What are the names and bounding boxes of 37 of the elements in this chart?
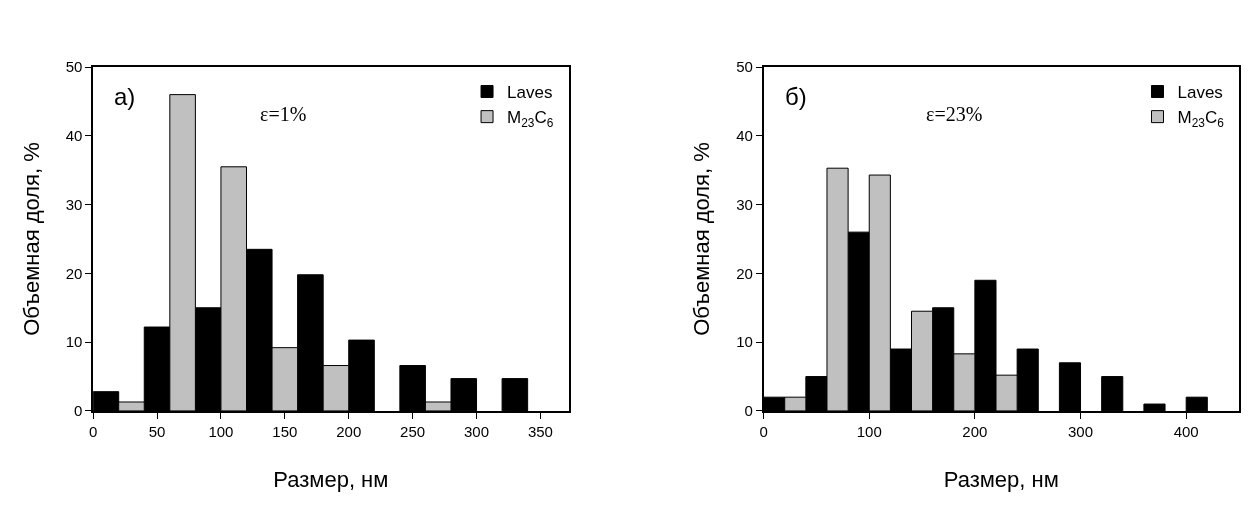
y-tick-label: 30 (736, 195, 753, 213)
y-tick-label: 0 (74, 402, 83, 420)
legend-label: M$_{23}$C$_{6}$ (507, 108, 554, 130)
legend-label: Laves (1177, 83, 1223, 103)
y-tick-label: 50 (65, 58, 83, 76)
x-tick-label: 0 (759, 422, 768, 440)
x-tick-label: 300 (464, 422, 490, 440)
y-tick-label: 30 (65, 195, 83, 213)
y-axis-title: Объемная доля, % (689, 142, 715, 336)
x-tick-label: 300 (1068, 422, 1094, 440)
y-tick-label: 40 (736, 127, 753, 145)
y-tick-label: 10 (736, 333, 753, 351)
legend-label: Laves (507, 83, 553, 103)
x-tick-label: 150 (272, 422, 298, 440)
x-tick-label: 100 (856, 422, 882, 440)
legend-label: M$_{23}$C$_{6}$ (1177, 108, 1225, 130)
x-tick-label: 400 (1173, 422, 1199, 440)
annotation: a) (114, 83, 136, 110)
annotation: ε=1% (260, 103, 307, 125)
y-tick-label: 0 (744, 402, 753, 420)
x-tick-label: 250 (400, 422, 426, 440)
x-tick-label: 50 (148, 422, 166, 440)
y-tick-label: 50 (736, 58, 753, 76)
annotation: б) (785, 83, 807, 110)
x-axis-title: Размер, нм (273, 467, 389, 493)
x-tick-label: 200 (336, 422, 362, 440)
annotation: ε=23% (926, 103, 983, 125)
y-tick-label: 10 (65, 333, 83, 351)
x-tick-label: 100 (208, 422, 234, 440)
x-tick-label: 0 (88, 422, 98, 440)
x-tick-label: 350 (527, 422, 553, 440)
x-tick-label: 200 (962, 422, 988, 440)
y-tick-label: 20 (65, 264, 83, 282)
y-axis-title: Объемная доля, % (18, 142, 44, 336)
y-tick-label: 40 (65, 127, 83, 145)
x-axis-title: Размер, нм (943, 467, 1059, 493)
y-tick-label: 20 (736, 264, 753, 282)
